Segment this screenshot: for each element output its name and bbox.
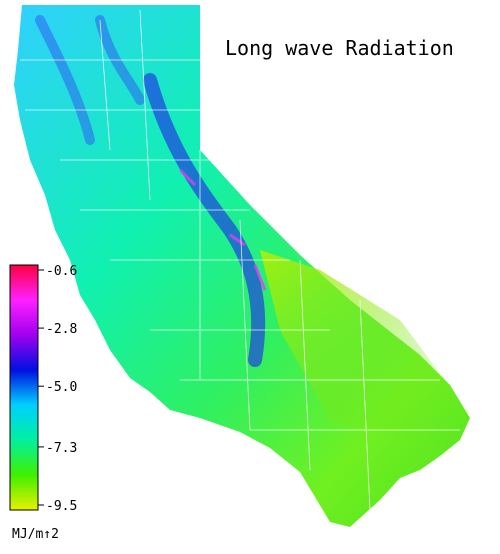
colorbar: -0.6 -2.8 -5.0 -7.3 -9.5	[9, 264, 77, 514]
map-title: Long wave Radiation	[225, 36, 454, 60]
sierra-peaks	[178, 168, 267, 291]
california-map	[14, 5, 470, 527]
north-band	[35, 15, 145, 145]
sierra-band	[143, 73, 266, 367]
tick-label: -5.0	[46, 380, 77, 395]
colorbar-unit: MJ/m↑2	[12, 527, 59, 542]
tick-label: -0.6	[46, 264, 77, 279]
tick-label: -7.3	[46, 441, 77, 456]
colorbar-scale	[9, 264, 39, 511]
county-lines	[20, 9, 460, 511]
tick-label: -2.8	[46, 322, 77, 337]
tick-label: -9.5	[46, 499, 77, 514]
desert-region	[260, 250, 460, 440]
